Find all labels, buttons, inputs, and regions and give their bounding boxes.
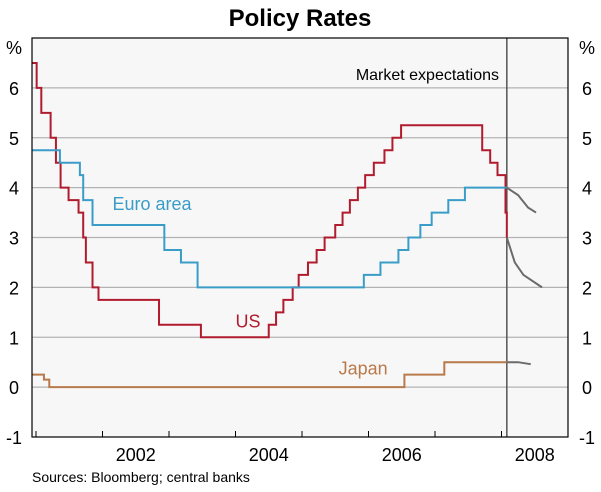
y-tick-label-right: 1 <box>582 328 592 348</box>
y-axis-unit-left: % <box>6 38 22 58</box>
y-tick-label-left: 0 <box>9 378 19 398</box>
x-tick-label: 2002 <box>116 445 156 465</box>
series-line-euro-area <box>32 149 507 289</box>
y-tick-label-left: 1 <box>9 328 19 348</box>
y-tick-label-right: 0 <box>582 378 592 398</box>
y-tick-label-right: 3 <box>582 229 592 249</box>
series-label: Japan <box>339 359 388 379</box>
y-tick-label-left: 6 <box>9 79 19 99</box>
x-tick-label: 2006 <box>382 445 422 465</box>
y-tick-label-right: 2 <box>582 278 592 298</box>
x-tick-label: 2008 <box>515 445 555 465</box>
y-tick-label-left: 5 <box>9 129 19 149</box>
series-label: US <box>235 311 260 331</box>
y-tick-label-left: 4 <box>9 179 19 199</box>
series-line-euro-area-expectations <box>506 186 537 214</box>
y-tick-label-left: -1 <box>6 428 22 448</box>
source-note: Sources: Bloomberg; central banks <box>32 469 250 485</box>
x-tick-label: 2004 <box>249 445 289 465</box>
y-tick-label-right: 6 <box>582 79 592 99</box>
y-tick-label-left: 2 <box>9 278 19 298</box>
series-label: Euro area <box>112 194 192 214</box>
y-axis-unit-right: % <box>579 38 595 58</box>
y-tick-label-left: 3 <box>9 229 19 249</box>
chart-title: Policy Rates <box>229 5 372 32</box>
y-tick-label-right: 5 <box>582 129 592 149</box>
y-tick-label-right: 4 <box>582 179 592 199</box>
plot-frame <box>31 37 569 438</box>
series-line-us-expectations <box>505 237 543 289</box>
y-tick-label-right: -1 <box>579 428 595 448</box>
market-expectations-label: Market expectations <box>356 67 499 84</box>
series-line-japan <box>32 361 507 389</box>
series-line-japan-expectations <box>506 361 531 366</box>
